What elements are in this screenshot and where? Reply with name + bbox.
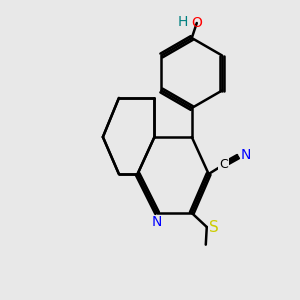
Text: C: C — [219, 158, 228, 171]
Text: N: N — [152, 215, 162, 229]
Text: H: H — [177, 15, 188, 29]
Text: O: O — [191, 16, 202, 30]
Text: S: S — [209, 220, 219, 235]
Text: N: N — [240, 148, 250, 162]
